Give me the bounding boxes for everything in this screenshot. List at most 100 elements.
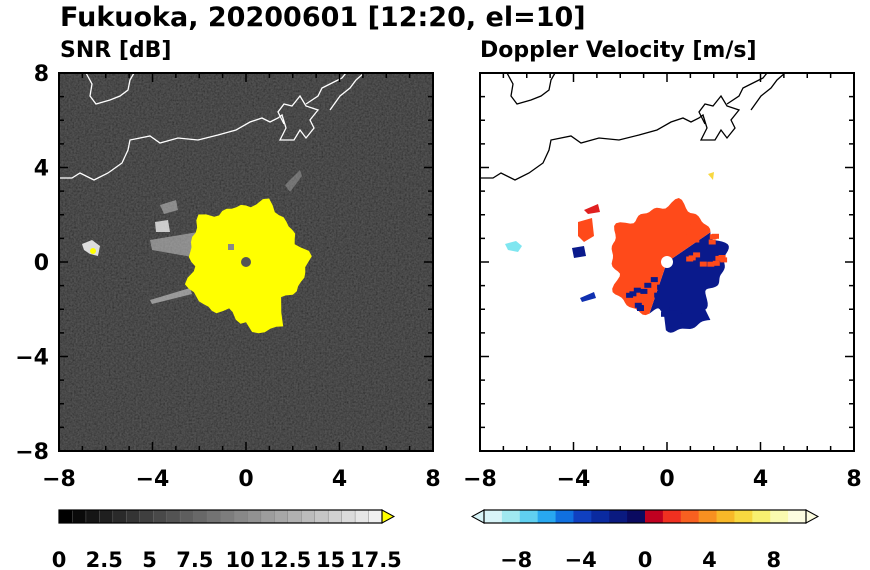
doppler-speckle — [629, 291, 637, 297]
snr-panel: −8 −4 0 4 8 8 4 0 −4 −8 — [15, 62, 440, 492]
snr-colorbar-tick-label: 17.5 — [350, 548, 402, 570]
snr-colorbar-segment — [139, 509, 154, 524]
doppler-colorbar-segment — [519, 510, 539, 523]
snr-colorbar-segment — [260, 509, 275, 524]
snr-y-tick-label: 8 — [34, 62, 49, 87]
snr-clutter-streak — [160, 200, 178, 214]
doppler-speckle — [687, 216, 695, 222]
doppler-speckle — [690, 224, 698, 230]
doppler-colorbar-segment — [662, 510, 682, 523]
snr-colorbar-segment — [72, 509, 87, 524]
doppler-speckle — [669, 305, 677, 311]
snr-colorbar-segment — [327, 509, 343, 524]
snr-far-echo-core — [90, 248, 96, 254]
doppler-colorbar-segment — [770, 510, 789, 523]
doppler-speckle — [718, 255, 726, 260]
snr-colorbar-extend — [381, 509, 396, 524]
snr-colorbar-tick-label: 0 — [52, 548, 67, 570]
doppler-colorbar-segment — [788, 510, 807, 523]
snr-colorbar-tick-label: 7.5 — [176, 548, 213, 570]
doppler-speckle — [686, 229, 694, 235]
doppler-speckle — [712, 260, 720, 266]
doppler-colorbar-segment — [698, 510, 717, 523]
doppler-colorbar-tick-label: −4 — [564, 548, 596, 570]
doppler-speckle — [681, 313, 689, 319]
doppler-speckle — [684, 236, 692, 242]
doppler-colorbar-segment — [645, 510, 664, 523]
doppler-x-tick-label: −4 — [557, 467, 591, 492]
doppler-colorbar-segment — [752, 510, 771, 523]
snr-colorbar-segment — [153, 509, 168, 524]
doppler-speckle — [640, 288, 648, 294]
doppler-speckle — [644, 282, 652, 288]
snr-colorbar-tick-label: 10 — [225, 548, 254, 570]
doppler-speckle — [675, 296, 683, 302]
snr-colorbar-tick-label: 12.5 — [259, 548, 311, 570]
doppler-speckle — [693, 252, 701, 258]
snr-y-tick-label: 4 — [34, 157, 49, 182]
doppler-speckle — [654, 292, 662, 298]
snr-colorbar-segment — [341, 509, 356, 524]
doppler-clutter-echo — [584, 204, 600, 214]
snr-colorbar-segment — [220, 509, 235, 524]
doppler-colorbar-segment — [591, 510, 610, 523]
doppler-colorbar-tick-label: −8 — [500, 548, 532, 570]
snr-colorbar-segment — [112, 509, 127, 524]
doppler-speckle — [692, 237, 700, 243]
doppler-speckle — [699, 261, 707, 267]
snr-y-tick-label: −8 — [15, 440, 49, 465]
doppler-colorbar-segment — [716, 510, 735, 523]
snr-colorbar-segment — [193, 509, 208, 524]
doppler-speckle — [637, 306, 644, 311]
doppler-clutter-echo — [580, 292, 596, 302]
snr-x-tick-label: 4 — [332, 467, 347, 492]
snr-colorbar-segment — [287, 509, 302, 524]
snr-colorbar-segment — [126, 509, 141, 524]
snr-colorbar-segment — [274, 509, 289, 524]
snr-coastline — [59, 73, 365, 181]
snr-clutter-streak — [285, 170, 302, 192]
doppler-colorbar-segment — [627, 510, 646, 523]
snr-colorbar-segment — [85, 509, 100, 524]
doppler-speckle — [709, 234, 717, 240]
doppler-speckle — [707, 261, 715, 267]
doppler-speckle — [676, 238, 684, 244]
doppler-speckle — [659, 301, 667, 307]
doppler-colorbar-segment — [555, 510, 574, 523]
doppler-speckle — [661, 277, 669, 283]
doppler-colorbar-tick-label: 0 — [638, 548, 653, 570]
doppler-speckle — [670, 281, 678, 287]
snr-x-tick-label: −8 — [42, 467, 76, 492]
snr-echo-gap — [228, 244, 234, 250]
snr-colorbar-segment — [179, 509, 195, 524]
snr-y-tick-label: 0 — [34, 251, 49, 276]
figure-title: Fukuoka, 20200601 [12:20, el=10] — [60, 2, 586, 33]
snr-y-tick-label: −4 — [15, 346, 49, 371]
snr-colorbar-tick-label: 2.5 — [86, 548, 123, 570]
doppler-colorbar: −8 −4 0 4 8 — [470, 509, 820, 570]
snr-panel-title: SNR [dB] — [60, 38, 171, 63]
snr-colorbar-segment — [233, 509, 249, 524]
snr-x-tick-label: 8 — [425, 467, 440, 492]
snr-colorbar-tick-label: 5 — [142, 548, 157, 570]
doppler-colorbar-segment — [734, 510, 753, 523]
doppler-colorbar-segment — [537, 510, 556, 523]
doppler-colorbar-segment — [573, 510, 592, 523]
doppler-speckle — [686, 256, 694, 262]
snr-colorbar-segment — [247, 509, 262, 524]
doppler-clutter-echo — [708, 172, 714, 180]
doppler-speckle — [662, 307, 670, 313]
snr-colorbar-segment — [99, 509, 114, 524]
doppler-colorbar-extend-high — [805, 509, 820, 524]
doppler-x-tick-label: 8 — [846, 467, 861, 492]
doppler-speckle — [708, 239, 716, 245]
snr-colorbar-segment — [354, 509, 370, 524]
snr-colorbar-frame — [58, 509, 383, 524]
doppler-colorbar-segment — [484, 510, 503, 523]
doppler-coastline — [480, 73, 786, 181]
doppler-clutter-echo — [578, 218, 594, 242]
doppler-radar-site — [661, 256, 673, 268]
doppler-x-tick-label: −8 — [463, 467, 497, 492]
doppler-speckle — [670, 310, 678, 316]
